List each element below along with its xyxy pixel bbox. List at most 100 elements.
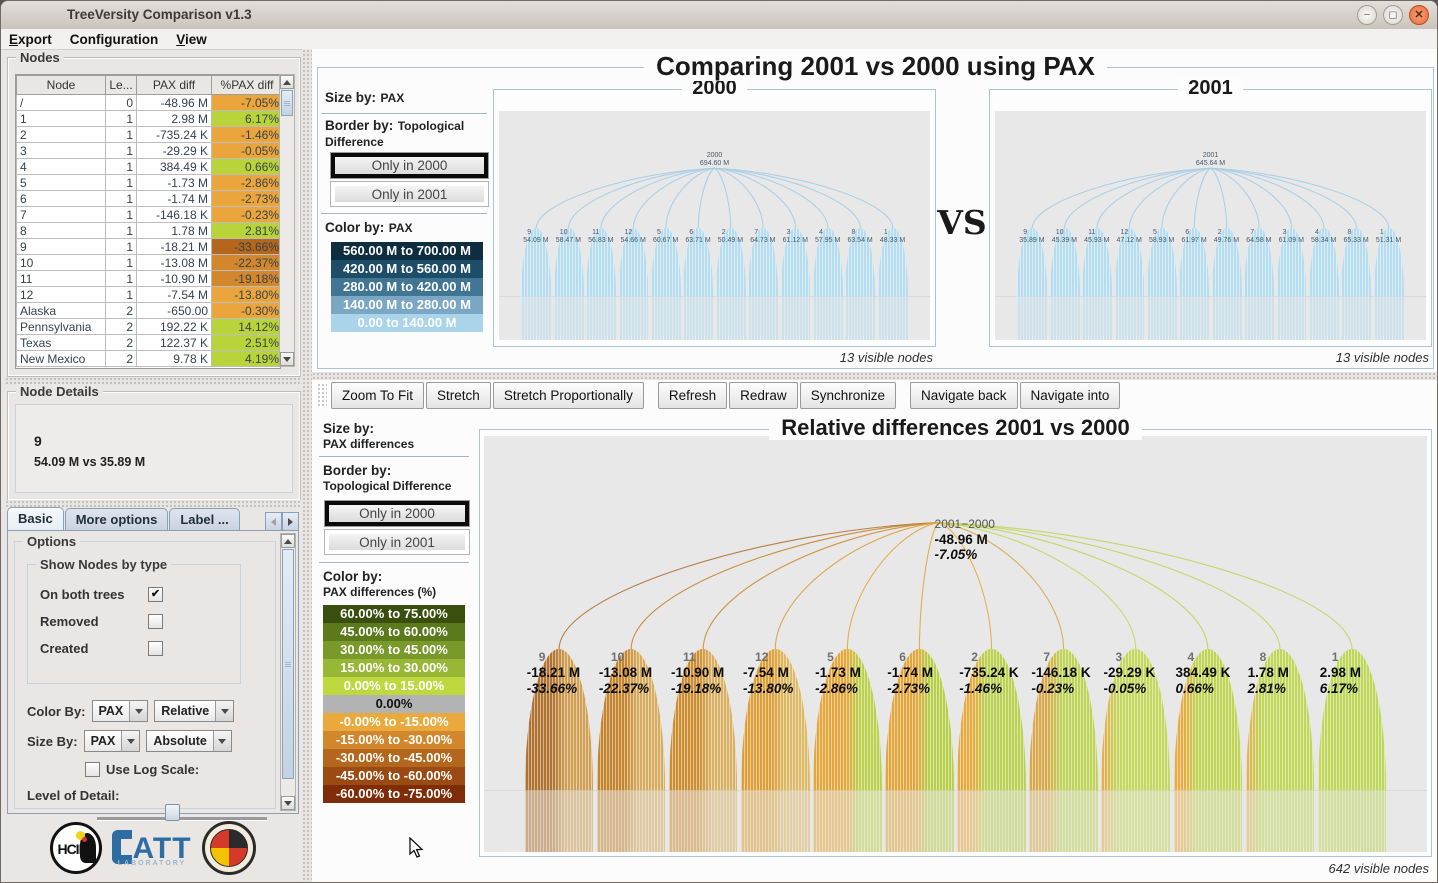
cell-level[interactable]: 1 [105,286,137,303]
legend-entry[interactable]: 60.00% to 75.00% [323,605,465,623]
scroll-down-button[interactable] [280,352,294,366]
cell-pax-diff[interactable]: -10.90 M [136,270,212,287]
splitter-horizontal[interactable] [5,377,301,385]
cell-pct-diff[interactable]: 6.17% [211,110,280,127]
table-row[interactable]: 3 1 -29.29 K -0.05% [16,142,280,159]
cell-pct-diff[interactable]: -0.23% [211,206,280,223]
legend-entry[interactable]: 560.00 M to 700.00 M [331,242,483,260]
cell-level[interactable]: 2 [105,350,137,367]
cell-pax-diff[interactable]: 2.98 M [136,110,212,127]
legend-entry[interactable]: -0.00% to -15.00% [323,713,465,731]
cell-pct-diff[interactable]: 4.19% [211,350,280,367]
cell-node[interactable]: Pennsylvania [16,318,106,335]
table-row[interactable]: 7 1 -146.18 K -0.23% [16,206,280,223]
table-row[interactable]: 9 1 -18.21 M -33.66% [16,238,280,255]
level-of-detail-slider[interactable] [15,804,275,828]
cell-node[interactable]: 4 [16,158,106,175]
scroll-up-button[interactable] [281,534,295,548]
cell-pct-diff[interactable]: 0.66% [211,158,280,175]
table-row[interactable]: Texas 2 122.37 K 2.51% [16,334,280,351]
cell-level[interactable]: 1 [105,254,137,271]
table-row[interactable]: Pennsylvania 2 192.22 K 14.12% [16,318,280,335]
menu-item-configuration[interactable]: Configuration [69,31,159,47]
legend-entry[interactable]: 15.00% to 30.00% [323,659,465,677]
cell-level[interactable]: 2 [105,318,137,335]
toolbar-button-stretch-proportionally[interactable]: Stretch Proportionally [492,382,644,409]
splitter-horizontal[interactable] [5,500,301,507]
cell-node[interactable]: 12 [16,286,106,303]
only-in-2001-button[interactable]: Only in 2001 [324,529,470,555]
table-row[interactable]: 2 1 -735.24 K -1.46% [16,126,280,143]
legend-entry[interactable]: -45.00% to -60.00% [323,767,465,785]
column-header[interactable]: Node [16,75,106,95]
checkbox-checked[interactable]: ✔ [148,587,163,602]
only-in-2000-button[interactable]: Only in 2000 [330,152,489,179]
cell-node[interactable]: Alaska [16,302,106,319]
cell-node[interactable]: 3 [16,142,106,159]
cell-level[interactable]: 1 [105,174,137,191]
cell-node[interactable]: New Mexico [16,350,106,367]
splitter-horizontal[interactable] [312,372,1437,380]
cell-pct-diff[interactable]: -2.86% [211,174,280,191]
nodes-table-body[interactable]: /0 -48.96 M -7.05% 1 1 2.98 M 6.17% 2 1 -735.24 K… [16,94,280,367]
nodes-table-header[interactable]: Node Le... PAX diff %PAX diff [16,75,280,95]
cell-node[interactable]: 2 [16,126,106,143]
column-header[interactable]: PAX diff [136,75,212,95]
toolbar-button-redraw[interactable]: Redraw [729,382,798,409]
cell-level[interactable]: 1 [105,206,137,223]
chevron-down-icon[interactable] [215,701,234,721]
diff-chart-plot[interactable]: 9 -18.21 M -33.66% 10 -13.08 M -22.37% 11 -10.9… [484,436,1427,852]
table-row[interactable]: 5 1 -1.73 M -2.86% [16,174,280,191]
toolbar-grip[interactable] [317,383,327,408]
toolbar-button-refresh[interactable]: Refresh [657,382,728,409]
cell-pct-diff[interactable]: -19.18% [211,270,280,287]
table-row[interactable]: 10 1 -13.08 M -22.37% [16,254,280,271]
cell-pax-diff[interactable]: -146.18 K [136,206,212,223]
legend-entry[interactable]: 0.00 to 140.00 M [331,314,483,332]
size-by-mode-select[interactable]: Absolute [146,730,232,752]
legend-entry[interactable]: 140.00 M to 280.00 M [331,296,483,314]
column-header[interactable]: Le... [105,75,137,95]
size-by-metric-select[interactable]: PAX [83,730,141,752]
cell-pct-diff[interactable]: -2.73% [211,190,280,207]
cell-level[interactable]: 1 [105,222,137,239]
cell-pax-diff[interactable]: 192.22 K [136,318,212,335]
cell-pax-diff[interactable]: 384.49 K [136,158,212,175]
chevron-down-icon[interactable] [129,701,148,721]
cell-level[interactable]: 1 [105,142,137,159]
cell-node[interactable]: 6 [16,190,106,207]
title-bar[interactable]: TreeVersity Comparison v1.3 − ◻ ✕ [1,1,1437,30]
legend-entry[interactable]: -15.00% to -30.00% [323,731,465,749]
cell-pct-diff[interactable]: -7.05% [211,94,280,111]
cell-level[interactable]: 2 [105,334,137,351]
toolbar-button-navigate-into[interactable]: Navigate into [1019,382,1121,409]
cell-node[interactable]: 11 [16,270,106,287]
checkbox-unchecked[interactable] [148,614,163,629]
cell-pax-diff[interactable]: -29.29 K [136,142,212,159]
only-in-2000-button[interactable]: Only in 2000 [324,500,470,527]
column-header[interactable]: %PAX diff [211,75,280,95]
table-row[interactable]: 6 1 -1.74 M -2.73% [16,190,280,207]
cell-pct-diff[interactable]: 14.12% [211,318,280,335]
cell-pax-diff[interactable]: -1.73 M [136,174,212,191]
legend-entry[interactable]: 45.00% to 60.00% [323,623,465,641]
scrollbar-thumb[interactable] [282,549,294,779]
only-in-2001-button[interactable]: Only in 2001 [330,181,489,207]
cell-pct-diff[interactable]: -22.37% [211,254,280,271]
maximize-button[interactable]: ◻ [1383,5,1403,25]
table-row[interactable]: 8 1 1.78 M 2.81% [16,222,280,239]
table-row[interactable]: 12 1 -7.54 M -13.80% [16,286,280,303]
toolbar-button-zoom-to-fit[interactable]: Zoom To Fit [331,382,425,409]
slider-track[interactable] [97,817,267,820]
cell-pax-diff[interactable]: 122.37 K [136,334,212,351]
toolbar-button-navigate-back[interactable]: Navigate back [909,382,1018,409]
options-scrollbar[interactable] [280,533,296,811]
nodes-table[interactable]: Node Le... PAX diff %PAX diff /0 -48.96 M -7.… [15,74,281,369]
legend-entry[interactable]: 280.00 M to 420.00 M [331,278,483,296]
cell-level[interactable]: 1 [105,270,137,287]
color-by-mode-select[interactable]: Relative [154,700,235,722]
legend-entry[interactable]: 30.00% to 45.00% [323,641,465,659]
cell-pax-diff[interactable]: -650.00 [136,302,212,319]
toolbar-button-stretch[interactable]: Stretch [426,382,491,409]
scrollbar-thumb[interactable] [281,90,293,116]
